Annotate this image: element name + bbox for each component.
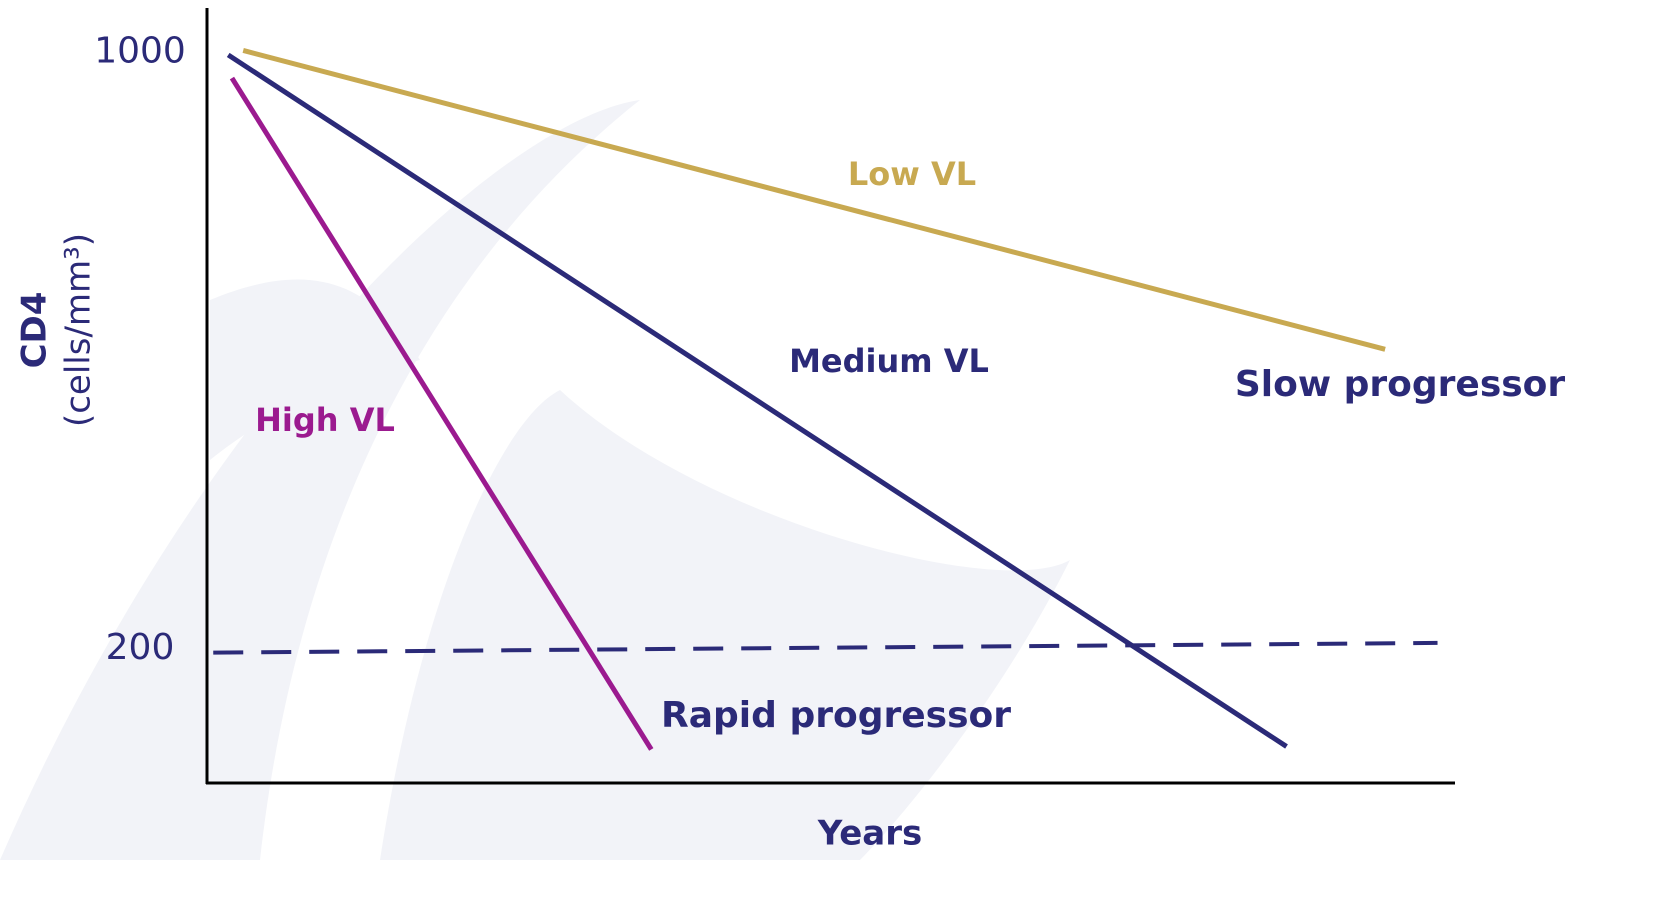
line: [242, 48, 1386, 352]
annotation: Slow progressor: [1235, 364, 1566, 405]
watermark-swirl: [0, 100, 640, 860]
annotation: Medium VL: [789, 342, 989, 380]
y-tick-label: 1000: [94, 31, 186, 72]
y-tick-label: 200: [106, 627, 175, 668]
watermark-swirl: [380, 390, 1070, 860]
line: [226, 52, 1288, 749]
x-axis-title: Years: [817, 814, 923, 854]
annotation: Rapid progressor: [661, 695, 1011, 736]
annotation: Low VL: [848, 155, 976, 193]
threshold-line: [213, 640, 1438, 655]
y-axis-title: CD4 (cells/mm³): [15, 233, 99, 427]
watermark: [0, 100, 1070, 860]
annotation: High VL: [255, 401, 395, 439]
y-axis-title-line: (cells/mm³): [59, 233, 99, 427]
watermark-swirl: [210, 279, 420, 460]
line: [229, 76, 654, 751]
y-axis-title-line: CD4: [15, 292, 55, 369]
